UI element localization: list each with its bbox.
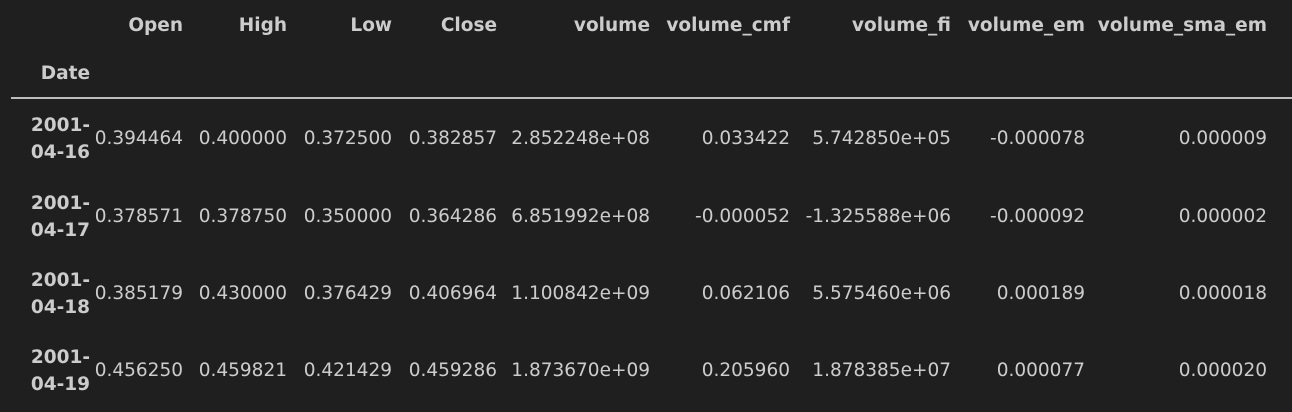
index-header-row: Date bbox=[11, 50, 1292, 98]
column-header: volume_sma_em bbox=[1097, 15, 1267, 36]
table-cell: 6.851992e+08 bbox=[511, 206, 650, 227]
table-cell: 0.350000 bbox=[303, 206, 392, 227]
table-cell: 0.033422 bbox=[701, 128, 790, 149]
table-cell: 0.364286 bbox=[408, 206, 497, 227]
row-index-date: 2001- 04-18 bbox=[30, 269, 90, 318]
column-header: High bbox=[238, 15, 287, 36]
table-cell: 0.000002 bbox=[1178, 206, 1267, 227]
table-cell: 1.873670e+09 bbox=[511, 360, 650, 381]
table-cell: 0.406964 bbox=[408, 283, 497, 304]
overflow-cell bbox=[1267, 332, 1292, 409]
table-cell: 0.000018 bbox=[1178, 283, 1267, 304]
column-header: volume_fi bbox=[851, 15, 951, 36]
table-cell: 0.378750 bbox=[198, 206, 287, 227]
table-cell: 1.878385e+07 bbox=[812, 360, 951, 381]
table-cell: 0.000020 bbox=[1178, 360, 1267, 381]
table-cell: 0.459286 bbox=[408, 360, 497, 381]
table-cell: 2.852248e+08 bbox=[511, 128, 650, 149]
table-cell: 0.456250 bbox=[94, 360, 183, 381]
column-header: Low bbox=[350, 15, 392, 36]
overflow-cell bbox=[1267, 178, 1292, 255]
table-row: 2001- 04-18 0.385179 0.430000 0.376429 0… bbox=[11, 255, 1292, 332]
table-cell: 5.742850e+05 bbox=[812, 128, 951, 149]
table-cell: 0.062106 bbox=[701, 283, 790, 304]
overflow-column-header bbox=[1267, 0, 1292, 50]
index-name: Date bbox=[40, 63, 90, 84]
column-header: volume bbox=[573, 15, 650, 36]
table-cell: 0.000009 bbox=[1178, 128, 1267, 149]
table-row: 2001- 04-16 0.394464 0.400000 0.372500 0… bbox=[11, 98, 1292, 178]
table-cell: 1.100842e+09 bbox=[511, 283, 650, 304]
table-cell: 0.382857 bbox=[408, 128, 497, 149]
row-index-date: 2001- 04-19 bbox=[30, 346, 90, 395]
column-header-row: Open High Low Close volume volume_cmf vo… bbox=[11, 0, 1292, 50]
overflow-cell bbox=[1267, 98, 1292, 178]
column-header: volume_cmf bbox=[666, 15, 790, 36]
column-header: Open bbox=[128, 15, 183, 36]
row-index-date: 2001- 04-17 bbox=[30, 192, 90, 241]
table-cell: 0.000189 bbox=[996, 283, 1085, 304]
table-cell: 0.400000 bbox=[198, 128, 287, 149]
column-header: volume_em bbox=[967, 15, 1085, 36]
table-cell: -0.000092 bbox=[990, 206, 1085, 227]
corner-cell bbox=[11, 0, 90, 50]
overflow-cell bbox=[1267, 255, 1292, 332]
table-cell: 0.372500 bbox=[303, 128, 392, 149]
table-cell: 0.421429 bbox=[303, 360, 392, 381]
table-row: 2001- 04-19 0.456250 0.459821 0.421429 0… bbox=[11, 332, 1292, 409]
table-cell: 0.459821 bbox=[198, 360, 287, 381]
table-cell: -1.325588e+06 bbox=[805, 206, 951, 227]
row-index-date: 2001- 04-16 bbox=[30, 114, 90, 163]
dataframe-table: Open High Low Close volume volume_cmf vo… bbox=[11, 0, 1292, 409]
table-row: 2001- 04-17 0.378571 0.378750 0.350000 0… bbox=[11, 178, 1292, 255]
table-cell: 0.378571 bbox=[94, 206, 183, 227]
table-cell: 0.205960 bbox=[701, 360, 790, 381]
table-cell: -0.000078 bbox=[990, 128, 1085, 149]
table-cell: 0.394464 bbox=[94, 128, 183, 149]
table-cell: 0.000077 bbox=[996, 360, 1085, 381]
column-header: Close bbox=[440, 15, 497, 36]
table-cell: 0.376429 bbox=[303, 283, 392, 304]
table-cell: 0.430000 bbox=[198, 283, 287, 304]
table-cell: 0.385179 bbox=[94, 283, 183, 304]
table-cell: -0.000052 bbox=[695, 206, 790, 227]
table-cell: 5.575460e+06 bbox=[812, 283, 951, 304]
